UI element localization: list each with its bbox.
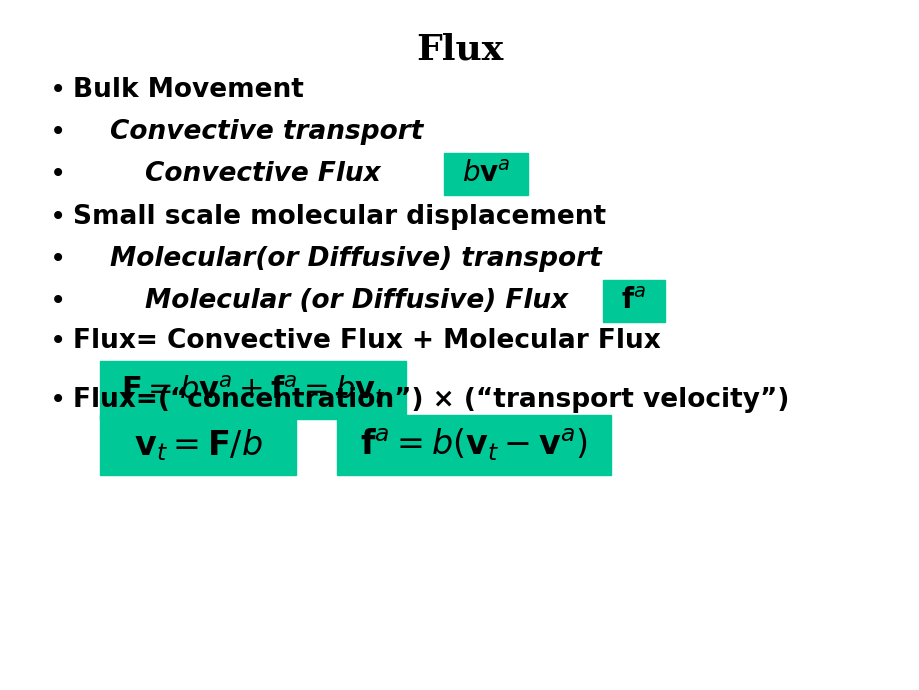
Text: $\mathbf{f}^{a}$: $\mathbf{f}^{a}$ [621, 287, 646, 315]
Text: Small scale molecular displacement: Small scale molecular displacement [73, 204, 606, 230]
Text: Flux=(“concentration”) × (“transport velocity”): Flux=(“concentration”) × (“transport vel… [73, 387, 789, 413]
FancyBboxPatch shape [602, 280, 664, 322]
Text: Molecular (or Diffusive) Flux: Molecular (or Diffusive) Flux [145, 288, 568, 314]
FancyBboxPatch shape [336, 415, 610, 475]
Text: •: • [50, 287, 66, 315]
Text: •: • [50, 118, 66, 146]
Text: $\mathbf{f}^{a} = b\left(\mathbf{v}_{t} - \mathbf{v}^{a}\right)$: $\mathbf{f}^{a} = b\left(\mathbf{v}_{t} … [359, 427, 587, 463]
Text: Flux: Flux [416, 32, 503, 66]
FancyBboxPatch shape [444, 153, 528, 195]
FancyBboxPatch shape [100, 415, 296, 475]
Text: Convective transport: Convective transport [110, 119, 423, 145]
Text: •: • [50, 245, 66, 273]
Text: Bulk Movement: Bulk Movement [73, 77, 303, 103]
Text: •: • [50, 160, 66, 188]
Text: •: • [50, 386, 66, 414]
Text: $\mathbf{v}_{t} = \mathbf{F}/b$: $\mathbf{v}_{t} = \mathbf{F}/b$ [133, 427, 262, 463]
Text: Molecular(or Diffusive) transport: Molecular(or Diffusive) transport [110, 246, 601, 272]
FancyBboxPatch shape [100, 361, 405, 419]
Text: •: • [50, 203, 66, 231]
Text: $\mathbf{F} = b\mathbf{v}^{a} + \mathbf{f}^{a} = b\mathbf{v}_{t}$: $\mathbf{F} = b\mathbf{v}^{a} + \mathbf{… [120, 373, 385, 406]
Text: Flux= Convective Flux + Molecular Flux: Flux= Convective Flux + Molecular Flux [73, 328, 660, 354]
Text: $b\mathbf{v}^{a}$: $b\mathbf{v}^{a}$ [461, 160, 510, 188]
Text: •: • [50, 327, 66, 355]
Text: Convective Flux: Convective Flux [145, 161, 380, 187]
Text: •: • [50, 76, 66, 104]
